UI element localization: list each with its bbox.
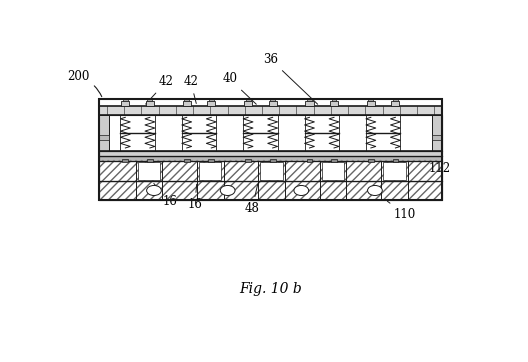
Bar [99,181,442,199]
Bar [199,163,222,180]
Bar [146,101,154,106]
Bar [432,114,442,151]
Text: 112: 112 [428,162,450,174]
Bar [270,159,276,162]
Bar [99,135,109,140]
Bar [207,101,215,106]
Bar [245,159,251,162]
Bar [368,159,374,162]
Text: 42: 42 [183,75,198,104]
Circle shape [294,185,309,195]
Bar [147,159,153,162]
Bar [99,161,442,181]
Bar [332,99,336,101]
Circle shape [367,185,382,195]
Bar [99,156,442,161]
Bar [209,159,214,162]
Bar [99,99,442,151]
Text: 48: 48 [245,184,260,215]
Bar [99,161,442,181]
Bar [369,99,373,101]
Circle shape [147,185,162,195]
Bar [307,99,312,101]
Bar [147,99,153,101]
Text: 16: 16 [187,184,202,211]
Text: 36: 36 [263,53,318,104]
Bar [183,101,191,106]
Bar [123,99,128,101]
Bar [99,181,442,199]
Bar [99,99,442,199]
Bar [367,101,375,106]
Bar [99,156,442,161]
Bar [246,99,251,101]
Bar [244,101,252,106]
Bar [307,159,313,162]
Bar [269,101,277,106]
Text: 26: 26 [428,149,443,162]
Circle shape [220,185,235,195]
Bar [99,106,442,114]
Bar [99,114,109,151]
Bar [260,163,283,180]
Bar [270,99,275,101]
Bar [209,99,214,101]
Bar [99,114,442,151]
Text: 110: 110 [388,201,416,221]
Bar [391,101,400,106]
Bar [122,159,128,162]
Text: 40: 40 [222,72,256,104]
Bar [330,101,338,106]
Bar [138,163,160,180]
Text: Fig. 10 b: Fig. 10 b [239,282,302,296]
Bar [322,163,344,180]
Bar [393,99,398,101]
Bar [305,101,314,106]
Bar [121,101,129,106]
Text: 16: 16 [154,184,178,208]
Text: 28: 28 [428,144,443,156]
Bar [184,159,190,162]
Bar [99,151,442,156]
Bar [331,159,337,162]
Bar [383,163,406,180]
Bar [432,135,442,140]
Bar [184,99,189,101]
Bar [392,159,398,162]
Text: 42: 42 [146,75,174,104]
Text: 200: 200 [67,70,102,97]
